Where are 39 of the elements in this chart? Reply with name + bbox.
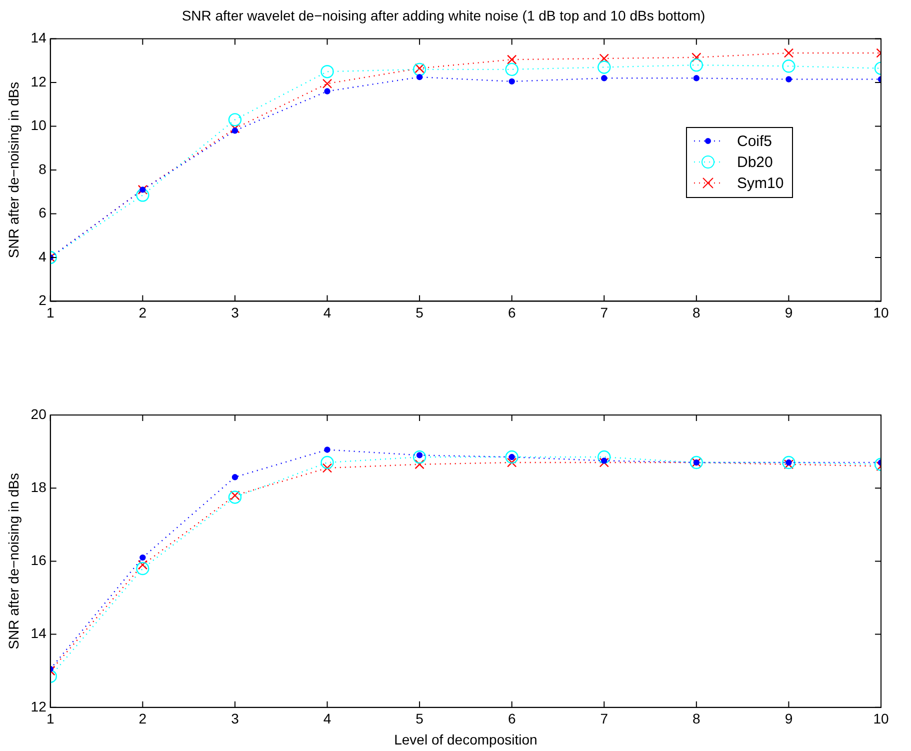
x-tick-label: 3 <box>231 710 240 727</box>
y-tick-label: 6 <box>38 204 47 221</box>
x-tick-label: 5 <box>416 710 424 727</box>
legend-label: Coif5 <box>737 132 772 152</box>
x-tick-label: 7 <box>600 710 608 727</box>
x-tick-label: 8 <box>692 710 701 727</box>
x-tick-label: 10 <box>873 710 889 727</box>
x-tick-label: 5 <box>416 304 424 320</box>
y-tick-label: 16 <box>30 552 47 568</box>
y-tick-label: 8 <box>38 160 47 177</box>
x-tick-label: 4 <box>323 304 332 320</box>
y-axis-title: SNR after de−noising in dBs <box>5 82 22 258</box>
x-tick-label: 9 <box>784 304 793 320</box>
x-tick-label: 3 <box>231 304 240 320</box>
x-tick-label: 9 <box>784 710 793 727</box>
y-tick-label: 2 <box>38 292 47 308</box>
y-tick-label: 14 <box>30 30 47 46</box>
x-tick-label: 6 <box>508 304 516 320</box>
x-tick-label: 2 <box>138 304 147 320</box>
y-tick-label: 4 <box>38 248 47 264</box>
chart-title: SNR after wavelet de−noising after adding white noise (1 dB top and 10 dBs bottom) <box>182 7 706 24</box>
x-tick-label: 2 <box>138 710 147 727</box>
y-tick-label: 12 <box>30 73 47 90</box>
legend-label: Sym10 <box>737 174 784 194</box>
x-tick-label: 4 <box>323 710 332 727</box>
x-tick-label: 10 <box>873 304 889 320</box>
x-tick-label: 7 <box>600 304 608 320</box>
y-tick-label: 20 <box>30 406 47 422</box>
x-tick-label: 1 <box>46 710 54 727</box>
y-tick-label: 10 <box>30 117 47 134</box>
x-tick-label: 8 <box>692 304 701 320</box>
y-tick-label: 18 <box>30 478 47 495</box>
x-tick-label: 1 <box>46 304 54 320</box>
y-tick-label: 12 <box>30 698 47 714</box>
x-axis-title: Level of decomposition <box>394 731 538 748</box>
x-tick-label: 6 <box>508 710 516 727</box>
y-axis-title: SNR after de−noising in dBs <box>5 473 22 650</box>
legend-label: Db20 <box>737 152 773 172</box>
y-tick-label: 14 <box>30 625 47 642</box>
